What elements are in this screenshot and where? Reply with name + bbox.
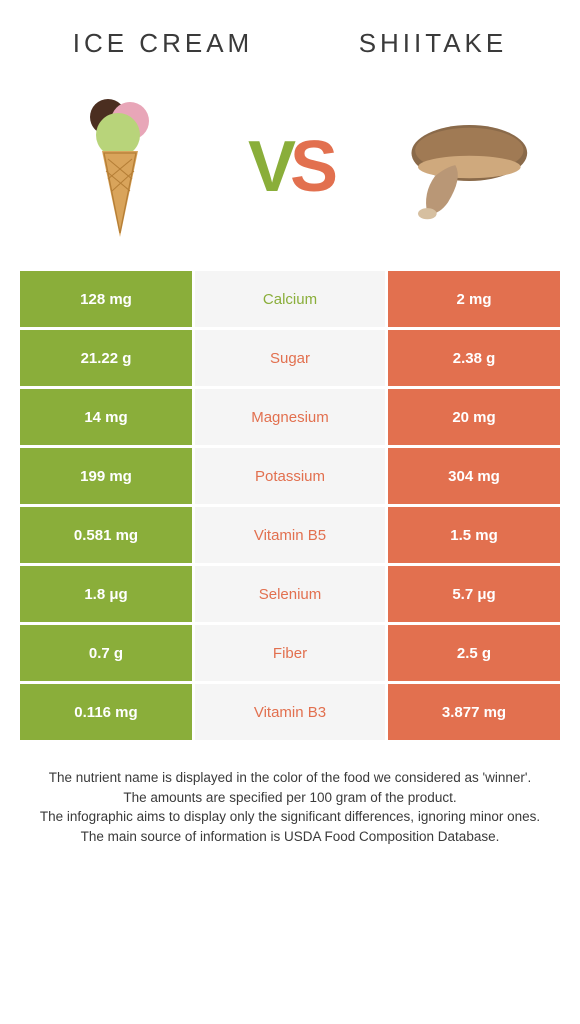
left-value: 1.8 μg [20,566,192,622]
icecream-image [50,87,190,247]
nutrient-label: Vitamin B5 [195,507,385,563]
nutrient-row: 21.22 gSugar2.38 g [20,330,560,386]
right-value: 304 mg [388,448,560,504]
header-row: Ice Cream Shiitake [20,0,560,77]
nutrient-label: Calcium [195,271,385,327]
nutrient-label: Vitamin B3 [195,684,385,740]
nutrient-row: 0.7 gFiber2.5 g [20,625,560,681]
nutrient-label: Fiber [195,625,385,681]
left-value: 14 mg [20,389,192,445]
right-value: 1.5 mg [388,507,560,563]
right-value: 2.5 g [388,625,560,681]
left-value: 0.116 mg [20,684,192,740]
shiitake-icon [390,107,530,227]
vs-v: V [248,127,290,207]
nutrient-table: 128 mgCalcium2 mg21.22 gSugar2.38 g14 mg… [20,271,560,740]
nutrient-row: 14 mgMagnesium20 mg [20,389,560,445]
left-value: 128 mg [20,271,192,327]
right-value: 2.38 g [388,330,560,386]
nutrient-label: Sugar [195,330,385,386]
footnotes: The nutrient name is displayed in the co… [20,740,560,886]
nutrient-label: Selenium [195,566,385,622]
shiitake-image [390,87,530,247]
right-value: 5.7 μg [388,566,560,622]
footnote-3: The infographic aims to display only the… [30,807,550,827]
left-value: 21.22 g [20,330,192,386]
icecream-icon [80,87,160,247]
left-value: 199 mg [20,448,192,504]
nutrient-row: 128 mgCalcium2 mg [20,271,560,327]
nutrient-row: 0.581 mgVitamin B51.5 mg [20,507,560,563]
left-value: 0.581 mg [20,507,192,563]
footnote-1: The nutrient name is displayed in the co… [30,768,550,788]
footnote-2: The amounts are specified per 100 gram o… [30,788,550,808]
right-value: 20 mg [388,389,560,445]
nutrient-label: Magnesium [195,389,385,445]
vs-s: S [290,127,332,207]
images-row: VS [20,77,560,271]
nutrient-row: 1.8 μgSelenium5.7 μg [20,566,560,622]
nutrient-label: Potassium [195,448,385,504]
nutrient-row: 199 mgPotassium304 mg [20,448,560,504]
infographic-container: Ice Cream Shiitake VS [0,0,580,886]
left-food-title: Ice Cream [73,28,253,59]
vs-label: VS [248,126,332,208]
right-value: 2 mg [388,271,560,327]
nutrient-row: 0.116 mgVitamin B33.877 mg [20,684,560,740]
left-value: 0.7 g [20,625,192,681]
right-value: 3.877 mg [388,684,560,740]
right-food-title: Shiitake [359,28,508,59]
footnote-4: The main source of information is USDA F… [30,827,550,847]
